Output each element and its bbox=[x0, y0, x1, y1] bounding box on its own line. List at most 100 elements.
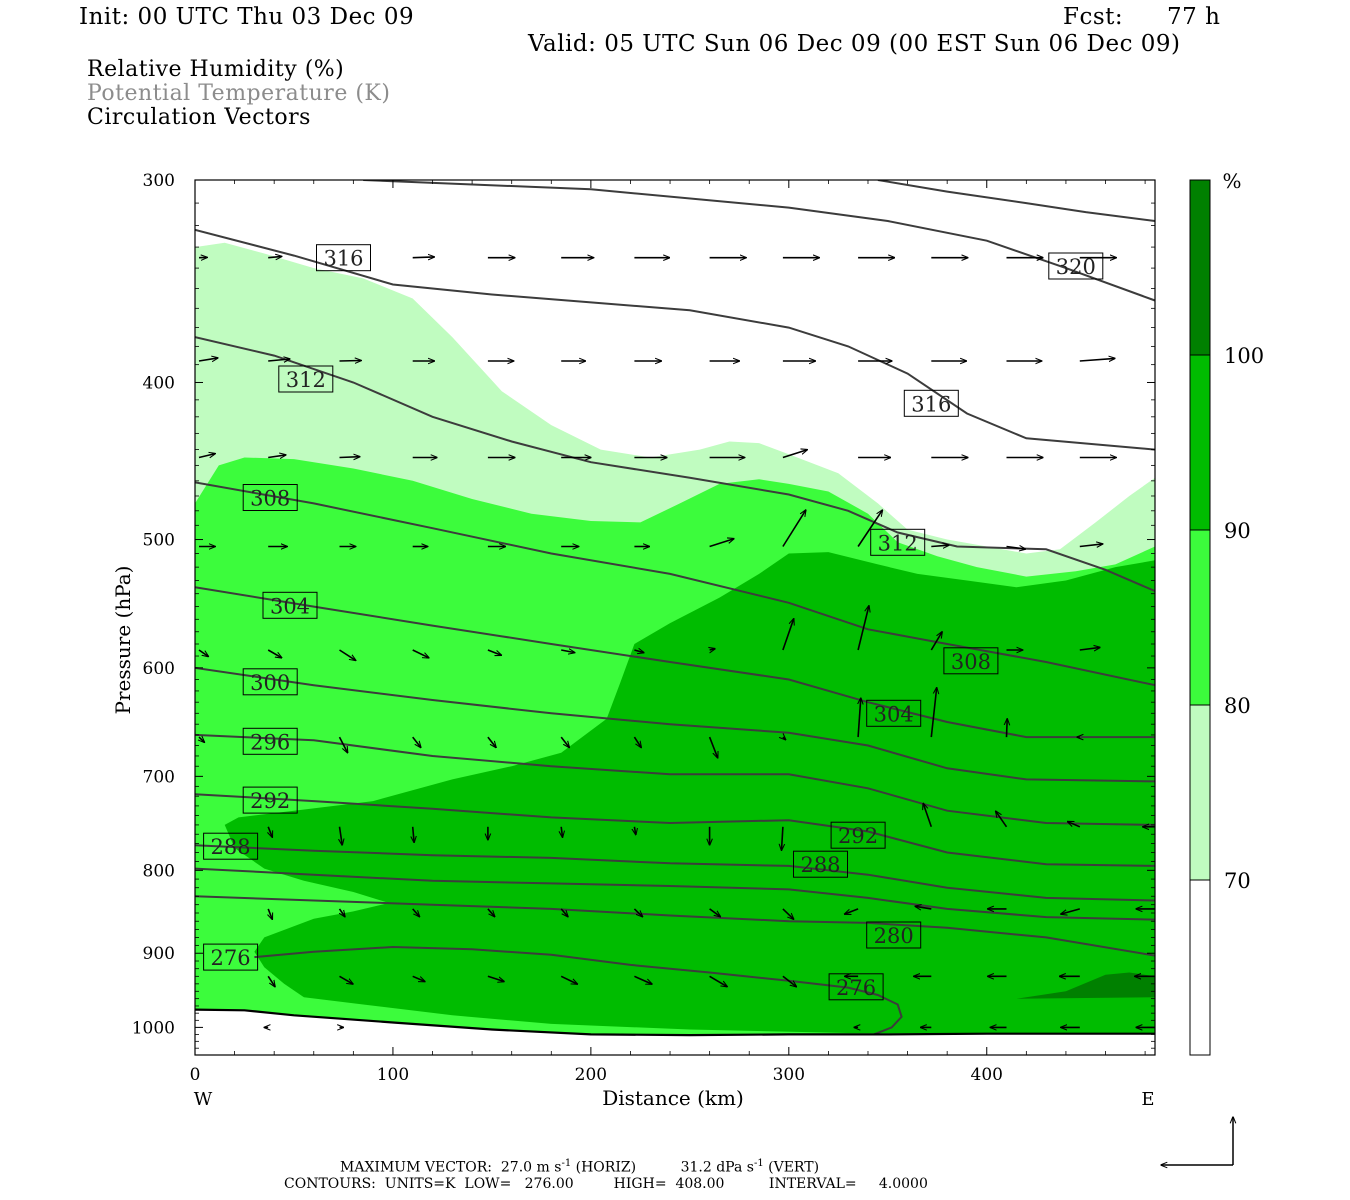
theta-contour-292 bbox=[195, 793, 1155, 867]
y-tick-label: 400 bbox=[143, 373, 175, 393]
contour-label-box bbox=[262, 591, 318, 619]
circulation-vector bbox=[633, 736, 641, 747]
circulation-vector bbox=[412, 908, 420, 917]
theta-contour-284 bbox=[195, 867, 1155, 921]
contour-label: 276 bbox=[828, 973, 884, 1001]
circulation-vector bbox=[709, 908, 721, 917]
circulation-vector bbox=[560, 908, 568, 917]
theta-contour-312 bbox=[195, 336, 1155, 593]
circulation-vector bbox=[708, 736, 718, 758]
x-tick-label: 0 bbox=[190, 1065, 201, 1085]
circulation-vector bbox=[1079, 647, 1100, 650]
contours-info: CONTOURS: UNITS=K LOW= 276.00 HIGH= 408.… bbox=[284, 1176, 928, 1192]
theta-contour-320 bbox=[363, 180, 1155, 302]
rh-region-100 bbox=[1016, 972, 1155, 999]
horiz-tag: (HORIZ) bbox=[575, 1159, 637, 1176]
contour-label: 312 bbox=[278, 365, 334, 393]
circulation-vector bbox=[782, 975, 797, 986]
vert-exponent: -1 bbox=[753, 1158, 764, 1169]
contour-label: 304 bbox=[262, 591, 318, 619]
colorbar: 70 80 90 100 bbox=[1189, 179, 1264, 1056]
circulation-vector bbox=[412, 736, 421, 747]
max-vector-vert: 31.2 dPa s bbox=[680, 1159, 754, 1176]
reference-vector-icon bbox=[1161, 1117, 1233, 1165]
circulation-vector bbox=[782, 619, 794, 651]
contour-label-box bbox=[1048, 252, 1104, 280]
colorbar-segment bbox=[1189, 704, 1211, 881]
contour-label: 320 bbox=[1048, 252, 1104, 280]
max-vector-label: MAXIMUM VECTOR: bbox=[340, 1159, 492, 1176]
contour-label-box bbox=[793, 850, 848, 878]
contour-label: 280 bbox=[866, 921, 922, 949]
max-vector-line: MAXIMUM VECTOR: 27.0 m s-1 (HORIZ) 31.2 … bbox=[340, 1158, 819, 1176]
colorbar-level-label: 90 bbox=[1224, 519, 1251, 543]
circulation-vector bbox=[268, 826, 272, 837]
circulation-vector bbox=[412, 649, 429, 658]
circulation-vector bbox=[845, 908, 859, 914]
terrain-line bbox=[195, 1008, 1155, 1037]
contour-label-box bbox=[278, 365, 334, 393]
contour-label-layer: 316 320 312 316 308 312 304 308 300 304 296 292 292 2… bbox=[203, 244, 1104, 1001]
init-time: Init: 00 UTC Thu 03 Dec 09 bbox=[79, 4, 415, 30]
x-tick-label: 300 bbox=[773, 1065, 805, 1085]
circulation-vector bbox=[339, 975, 354, 984]
theta-contour-288 bbox=[195, 844, 1155, 902]
circulation-vector bbox=[198, 454, 215, 459]
west-label: W bbox=[194, 1089, 213, 1110]
contour-label: 316 bbox=[903, 389, 959, 417]
circulation-vector bbox=[1068, 822, 1081, 828]
circulation-vector bbox=[709, 975, 728, 986]
circulation-vector bbox=[930, 688, 936, 738]
colorbar-level-label: 100 bbox=[1224, 344, 1264, 368]
colorbar-segment bbox=[1189, 879, 1211, 1056]
contour-label: 304 bbox=[866, 699, 922, 727]
contour-label-box bbox=[870, 528, 926, 556]
circulation-vector bbox=[561, 650, 575, 653]
circulation-vector bbox=[487, 908, 495, 917]
circulation-vector bbox=[1007, 719, 1008, 738]
y-tick-label: 1000 bbox=[132, 1018, 175, 1038]
y-tick-label: 500 bbox=[143, 531, 175, 551]
contour-label-text: 316 bbox=[911, 392, 951, 416]
legend-circulation-vectors: Circulation Vectors bbox=[87, 105, 311, 130]
colorbar-segment bbox=[1189, 354, 1211, 531]
y-tick-label: 300 bbox=[143, 171, 175, 191]
contour-label-text: 288 bbox=[211, 835, 251, 859]
circulation-vector bbox=[1061, 908, 1081, 914]
contour-label-box bbox=[943, 647, 999, 675]
contour-label-box bbox=[903, 389, 959, 417]
contour-label-text: 296 bbox=[250, 730, 290, 754]
y-tick-label: 800 bbox=[143, 861, 175, 881]
circulation-vector bbox=[634, 826, 635, 835]
x-axis-label: Distance (km) bbox=[602, 1086, 744, 1110]
x-tick-label: 400 bbox=[971, 1065, 1003, 1085]
theta-contour-280 bbox=[195, 895, 1155, 957]
contour-label-box bbox=[203, 943, 259, 971]
legend-potential-temperature: Potential Temperature (K) bbox=[87, 81, 391, 106]
circulation-vector bbox=[634, 975, 652, 984]
contour-label-box bbox=[866, 921, 922, 949]
horiz-exponent: -1 bbox=[561, 1158, 572, 1169]
contour-label-box bbox=[242, 786, 298, 814]
contour-label-text: 312 bbox=[286, 368, 326, 392]
contour-label-text: 292 bbox=[838, 824, 878, 848]
circulation-vector bbox=[931, 545, 949, 546]
contour-label-text: 288 bbox=[800, 853, 840, 877]
circulation-vector bbox=[782, 826, 783, 850]
circulation-vector bbox=[634, 650, 644, 653]
circulation-vector bbox=[198, 649, 208, 657]
contour-label-box bbox=[242, 727, 298, 755]
circulation-vector bbox=[199, 737, 204, 742]
circulation-vector bbox=[340, 826, 343, 845]
rh-region-90-100 bbox=[224, 552, 1155, 1034]
contour-label: 316 bbox=[316, 244, 371, 272]
theta-contour-308 bbox=[195, 481, 1155, 687]
colorbar-level-label: 70 bbox=[1224, 869, 1251, 893]
circulation-vector bbox=[710, 649, 715, 650]
valid-time: Valid: 05 UTC Sun 06 Dec 09 (00 EST Sun … bbox=[528, 31, 1181, 57]
colorbar-segment bbox=[1189, 179, 1211, 356]
contour-label: 288 bbox=[203, 832, 259, 860]
legend-relative-humidity: Relative Humidity (%) bbox=[87, 57, 345, 82]
axes-layer: 300 400 500 600 700 800 900 1000 0 100 200 300 400 bbox=[132, 171, 1155, 1085]
